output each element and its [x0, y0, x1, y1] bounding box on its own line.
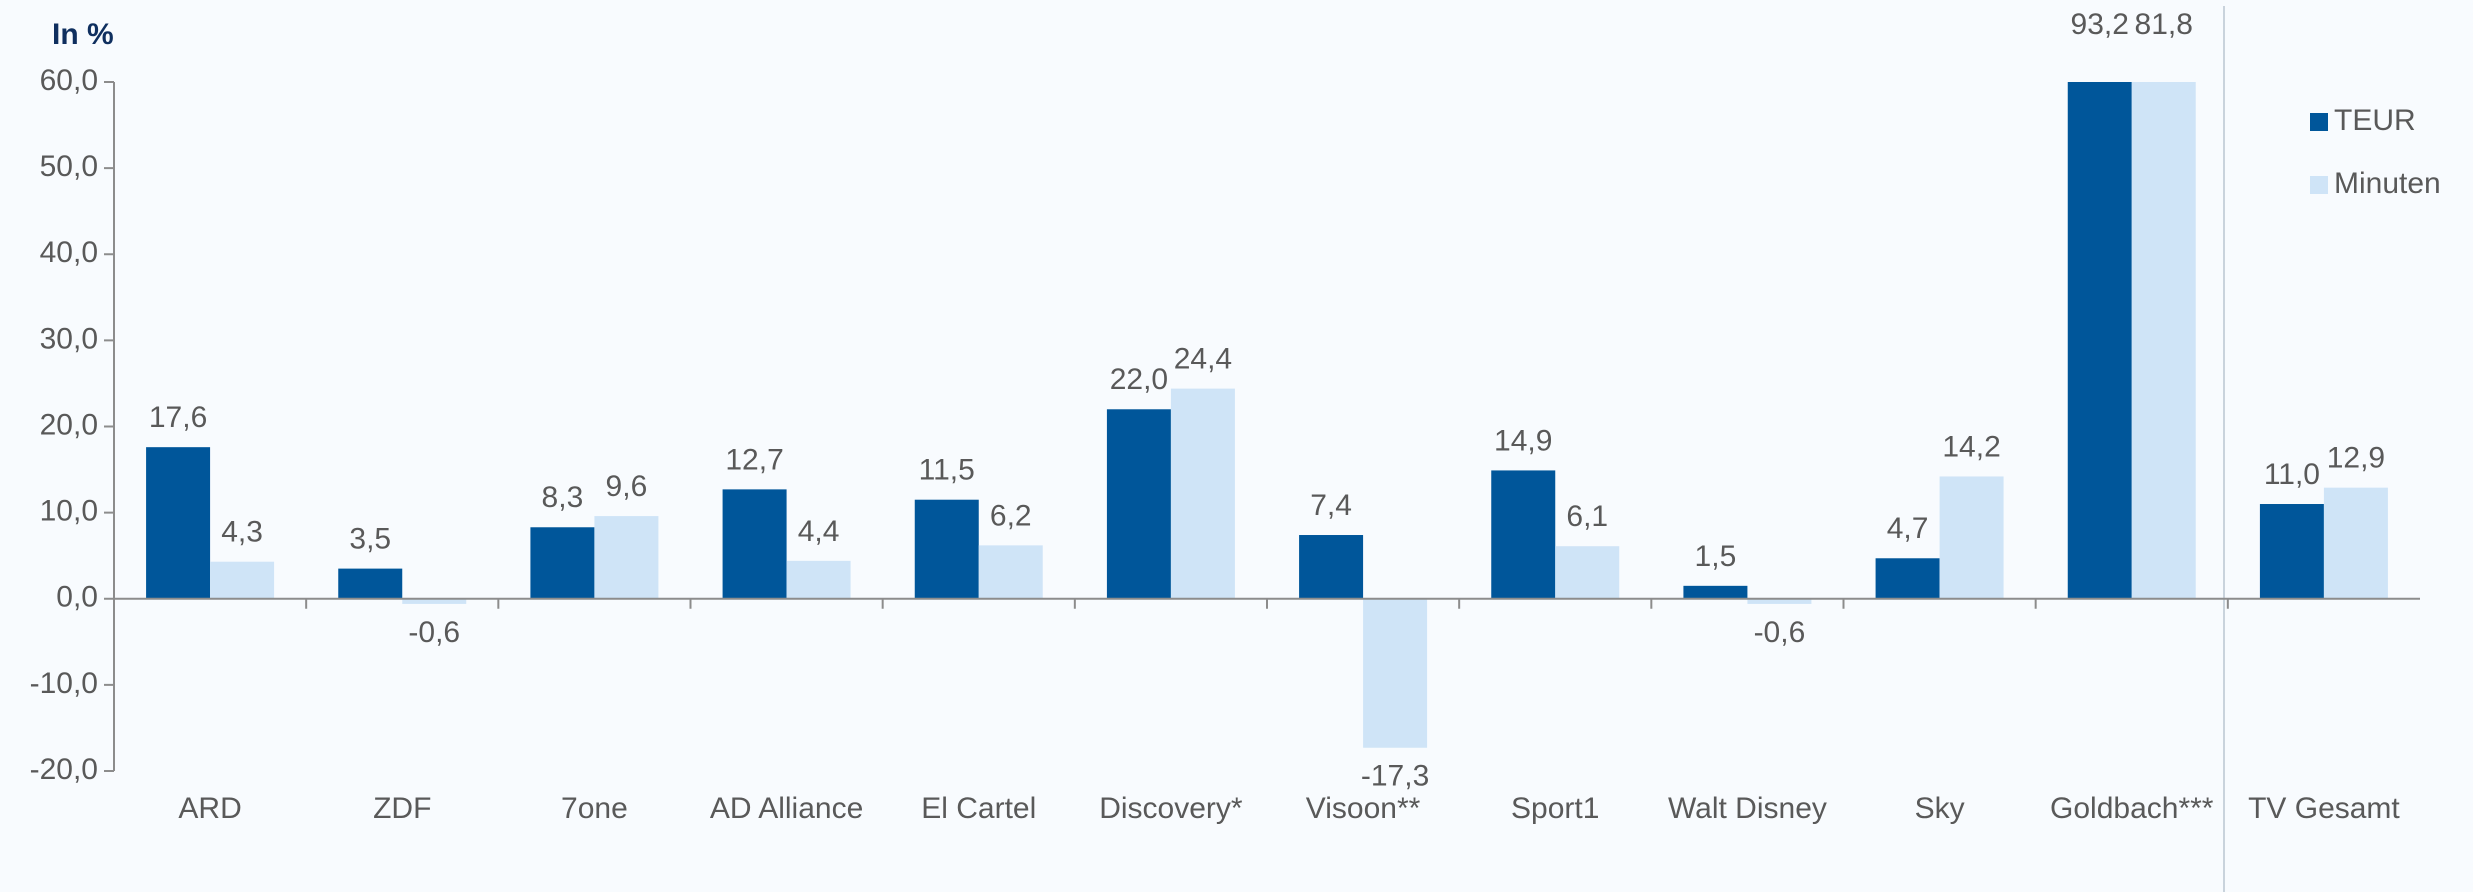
bar	[1875, 558, 1940, 599]
bar	[210, 561, 275, 599]
bar	[1939, 476, 2004, 599]
value-label: 14,9	[1494, 424, 1552, 457]
bar	[914, 499, 979, 599]
value-label: 12,7	[725, 443, 783, 476]
value-label: -17,3	[1361, 760, 1429, 793]
legend-swatch	[2310, 113, 2328, 131]
x-tick-label: Walt Disney	[1668, 792, 1827, 825]
value-label: 12,9	[2327, 442, 2385, 475]
y-tick-label: 20,0	[40, 408, 98, 441]
bar	[2131, 82, 2196, 599]
value-label: 1,5	[1695, 540, 1737, 573]
value-label: 4,3	[221, 516, 263, 549]
legend-label: TEUR	[2334, 104, 2416, 137]
y-tick-label: 40,0	[40, 236, 98, 269]
x-tick-label: TV Gesamt	[2248, 792, 2400, 825]
bar	[722, 489, 787, 599]
bar	[1299, 535, 1364, 599]
value-label: 6,1	[1566, 500, 1608, 533]
value-label: -0,6	[1754, 616, 1806, 649]
x-tick-label: Discovery*	[1099, 792, 1243, 825]
bar	[402, 598, 467, 604]
value-label: 11,0	[2264, 458, 2320, 491]
bar	[2067, 82, 2132, 599]
bar	[1555, 546, 1620, 599]
value-label: -0,6	[408, 616, 460, 649]
x-tick-label: Visoon**	[1306, 792, 1421, 825]
y-tick-label: 0,0	[56, 581, 98, 614]
value-label: 93,2	[2071, 8, 2129, 41]
legend-label: Minuten	[2334, 167, 2441, 200]
bar	[338, 568, 403, 599]
value-label: 4,4	[798, 515, 840, 548]
value-label: 3,5	[349, 523, 391, 556]
x-tick-label: AD Alliance	[710, 792, 863, 825]
x-tick-label: El Cartel	[921, 792, 1036, 825]
bar	[1363, 598, 1428, 748]
value-label: 81,8	[2135, 8, 2193, 41]
x-tick-label: ARD	[178, 792, 241, 825]
bar	[1106, 409, 1171, 599]
value-label: 4,7	[1887, 512, 1929, 545]
chart-title: In %	[52, 18, 114, 51]
bar	[1170, 388, 1235, 599]
y-tick-label: -10,0	[30, 667, 98, 700]
y-tick-label: -20,0	[30, 753, 98, 786]
bar	[2259, 504, 2324, 599]
bar	[2323, 487, 2388, 599]
bar	[530, 527, 595, 599]
value-label: 8,3	[542, 481, 584, 514]
value-label: 6,2	[990, 499, 1032, 532]
y-tick-label: 30,0	[40, 322, 98, 355]
bar	[594, 516, 659, 599]
y-tick-label: 10,0	[40, 495, 98, 528]
bar	[1683, 585, 1748, 599]
bar	[978, 545, 1043, 599]
value-label: 22,0	[1110, 363, 1168, 396]
bar	[1747, 598, 1812, 604]
legend-swatch	[2310, 176, 2328, 194]
value-label: 24,4	[1174, 343, 1232, 376]
value-label: 11,5	[919, 454, 975, 487]
plot-area	[146, 82, 2388, 748]
y-tick-label: 50,0	[40, 150, 98, 183]
bar	[146, 447, 211, 599]
bar	[1491, 470, 1556, 599]
x-tick-label: 7one	[561, 792, 628, 825]
value-label: 7,4	[1310, 489, 1352, 522]
x-tick-label: Sky	[1915, 792, 1965, 825]
bar	[786, 560, 851, 599]
value-label: 14,2	[1942, 430, 2000, 463]
x-tick-label: Goldbach***	[2050, 792, 2214, 825]
x-tick-label: ZDF	[373, 792, 431, 825]
y-tick-label: 60,0	[40, 64, 98, 97]
value-label: 9,6	[606, 470, 648, 503]
value-label: 17,6	[149, 401, 207, 434]
x-tick-label: Sport1	[1511, 792, 1599, 825]
